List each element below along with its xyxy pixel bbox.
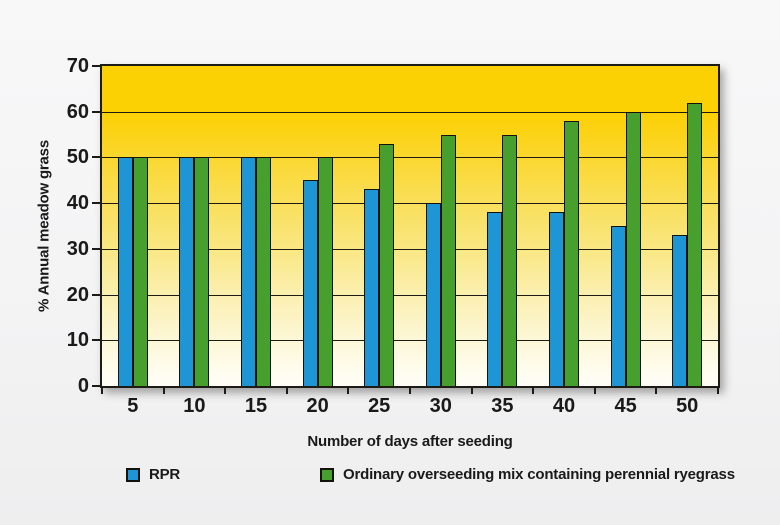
gridline: [102, 294, 718, 296]
legend-item: Ordinary overseeding mix containing pere…: [320, 467, 735, 482]
x-axis-tick: [224, 388, 227, 394]
x-tick-label: 45: [614, 395, 637, 417]
x-axis-tick: [101, 388, 103, 394]
plot-area: 0 10 20 30 40 50 60 70 5 10 15 20 25 30 35 40 45 50: [67, 56, 720, 416]
legend-swatch-icon: [126, 467, 140, 482]
x-tick-label: 50: [676, 395, 699, 417]
y-axis-tick: [92, 65, 100, 67]
x-axis-tick: [532, 388, 535, 394]
y-axis-tick: [92, 385, 100, 387]
legend-label: RPR: [149, 466, 181, 483]
x-tick-label: 5: [127, 395, 139, 417]
y-tick-label: 60: [66, 100, 89, 123]
bar-mix: [194, 157, 210, 386]
x-axis-tick: [470, 388, 473, 394]
gridline: [102, 248, 718, 250]
y-tick-label: 50: [66, 146, 89, 169]
x-axis-tick: [409, 388, 411, 394]
y-tick-label: 40: [66, 192, 89, 215]
x-axis-title: Number of days after seeding: [307, 433, 513, 450]
x-axis-tick: [347, 388, 350, 394]
bar-mix: [317, 157, 333, 386]
bar-mix: [625, 111, 641, 386]
gridline: [102, 203, 718, 205]
legend-swatch-icon: [320, 467, 334, 482]
y-axis-title: % Annual meadow grass: [35, 140, 53, 312]
x-tick-label: 20: [306, 395, 329, 417]
y-tick-label: 70: [66, 55, 89, 77]
bar-mix: [132, 157, 148, 386]
x-tick-label: 25: [368, 395, 391, 417]
gridline: [102, 157, 718, 159]
x-tick-label: 35: [491, 395, 514, 417]
x-axis-tick: [593, 388, 596, 394]
bar-mix: [564, 120, 579, 386]
bar-mix: [379, 143, 395, 386]
bar-rpr: [179, 157, 195, 386]
legend-label: Ordinary overseeding mix containing pere…: [343, 466, 735, 483]
x-tick-label: 40: [552, 395, 576, 417]
x-axis-tick: [162, 388, 165, 394]
y-tick-label: 30: [66, 237, 89, 260]
bar-rpr: [549, 212, 564, 386]
y-tick-label: 0: [77, 375, 89, 397]
x-tick-label: 10: [183, 395, 206, 417]
bar-mix: [256, 157, 271, 386]
gridline: [102, 340, 718, 342]
x-tick-label: 30: [429, 395, 452, 417]
bar-rpr: [425, 203, 441, 386]
y-axis-tick: [92, 293, 100, 296]
bar-rpr: [302, 180, 318, 386]
bar-rpr: [364, 189, 380, 386]
gridline: [102, 111, 718, 113]
x-axis-tick: [717, 388, 719, 394]
bar-mix: [440, 134, 456, 386]
y-tick-label: 10: [66, 329, 89, 352]
legend-item: RPR: [126, 467, 180, 482]
y-axis-tick: [92, 156, 100, 159]
x-tick-label: 15: [244, 395, 268, 417]
y-tick-label: 20: [66, 283, 89, 306]
bar-rpr: [672, 235, 688, 386]
bar-rpr: [610, 226, 626, 386]
bar-rpr: [241, 157, 256, 386]
y-axis-tick: [92, 247, 100, 250]
x-axis-tick: [285, 388, 288, 394]
bar-mix: [687, 102, 703, 386]
y-axis-tick: [92, 202, 100, 205]
bar-rpr: [487, 212, 503, 386]
bar-mix: [502, 134, 518, 386]
y-axis-tick: [92, 110, 100, 113]
bar-rpr: [117, 157, 133, 386]
y-axis-tick: [92, 339, 100, 342]
x-axis-tick: [655, 388, 658, 394]
